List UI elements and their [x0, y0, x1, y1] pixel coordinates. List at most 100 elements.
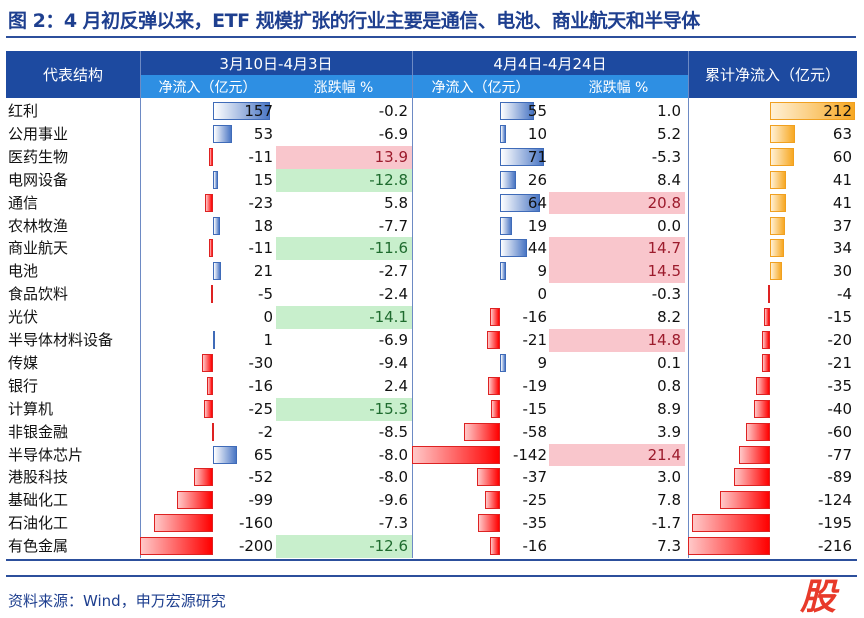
- inflow-value-period2: 44: [527, 239, 547, 258]
- cumulative-value: 63: [832, 124, 852, 143]
- cumulative-value: -20: [827, 331, 853, 349]
- inflow-value-period2: 55: [527, 102, 547, 120]
- inflow-value-period2: -37: [522, 468, 548, 487]
- table-row: 非银金融 -2 -8.5 -58 3.9 -60: [6, 421, 857, 444]
- change-value-period1: -15.3: [276, 397, 412, 421]
- cumulative-bar: [770, 170, 787, 189]
- inflow-bar-period2: [490, 537, 500, 556]
- inflow-value-period2: -25: [522, 491, 548, 510]
- cumulative-bar: [746, 422, 770, 441]
- inflow-value-period2: 19: [527, 216, 547, 235]
- cumulative-bar: [762, 331, 770, 349]
- inflow-value-period2: 9: [537, 353, 547, 372]
- inflow-bar-period2: [464, 422, 500, 441]
- inflow-value-period1: -30: [248, 353, 274, 372]
- inflow-bar-period2: [500, 147, 545, 166]
- change-value-period2: 21.4: [549, 443, 685, 467]
- table-row: 计算机 -25 -15.3 -15 8.9 -40: [6, 397, 857, 421]
- inflow-bar-period1: [213, 216, 220, 235]
- inflow-value-period2: 64: [527, 193, 547, 212]
- row-name: 传媒: [8, 353, 39, 372]
- inflow-value-period1: -11: [248, 239, 274, 258]
- cumulative-bar: [770, 216, 785, 235]
- table-row: 公用事业 53 -6.9 10 5.2 63: [6, 123, 857, 146]
- inflow-bar-period1: [213, 331, 215, 349]
- change-value-period1: -14.1: [276, 306, 412, 329]
- table-row: 电池 21 -2.7 9 14.5 30: [6, 260, 857, 284]
- change-value-period1: -12.6: [276, 535, 412, 558]
- header-period2: 4月4日-4月24日: [412, 51, 688, 75]
- row-name: 有色金属: [8, 537, 69, 556]
- inflow-value-period1: 15: [253, 170, 273, 189]
- cumulative-bar: [768, 285, 771, 304]
- inflow-bar-period2: [486, 331, 500, 349]
- inflow-value-period1: -2: [258, 422, 273, 441]
- inflow-value-period2: -142: [512, 445, 547, 464]
- cumulative-value: -124: [817, 491, 852, 510]
- table-row: 红利 157 -0.2 55 1.0 212: [6, 100, 857, 123]
- cumulative-value: -195: [817, 514, 852, 533]
- inflow-value-period1: 21: [253, 262, 273, 281]
- inflow-bar-period1: [203, 399, 213, 418]
- cumulative-bar: [770, 124, 796, 143]
- table-row: 传媒 -30 -9.4 9 0.1 -21: [6, 352, 857, 375]
- cumulative-value: 212: [823, 102, 852, 120]
- change-value-period1: -9.6: [378, 491, 408, 510]
- change-value-period2: 5.2: [657, 124, 681, 143]
- inflow-bar-period2: [500, 216, 512, 235]
- table-row: 半导体芯片 65 -8.0 -142 21.4 -77: [6, 443, 857, 467]
- cumulative-bar: [770, 239, 784, 258]
- row-name: 食品饮料: [8, 285, 69, 304]
- inflow-bar-period2: [500, 193, 540, 212]
- inflow-bar-period1: [204, 193, 213, 212]
- change-value-period1: -7.7: [378, 216, 408, 235]
- change-value-period1: 2.4: [384, 376, 408, 395]
- cumulative-value: 30: [832, 262, 852, 281]
- row-name: 电池: [8, 262, 39, 281]
- table-bottom-border: [6, 559, 857, 561]
- inflow-bar-period1: [213, 262, 221, 281]
- change-value-period1: 5.8: [384, 193, 408, 212]
- change-value-period2: -0.3: [651, 285, 681, 304]
- inflow-value-period1: 18: [253, 216, 273, 235]
- table-row: 商业航天 -11 -11.6 44 14.7 34: [6, 237, 857, 261]
- inflow-bar-period2: [500, 124, 507, 143]
- cumulative-bar: [688, 537, 770, 556]
- row-name: 医药生物: [8, 147, 69, 166]
- change-value-period1: -7.3: [378, 514, 408, 533]
- header-cumulative: 累计净流入（亿元）: [688, 51, 857, 98]
- inflow-bar-period2: [412, 445, 500, 464]
- cumulative-bar: [770, 193, 787, 212]
- inflow-value-period1: -200: [238, 537, 273, 556]
- cumulative-bar: [770, 262, 782, 281]
- inflow-bar-period2: [478, 514, 500, 533]
- cumulative-value: -77: [827, 445, 853, 464]
- table-row: 光伏 0 -14.1 -16 8.2 -15: [6, 306, 857, 329]
- inflow-value-period2: 9: [537, 262, 547, 281]
- change-value-period2: 20.8: [549, 191, 685, 215]
- inflow-bar-period2: [488, 376, 500, 395]
- row-name: 基础化工: [8, 491, 69, 510]
- change-value-period2: 8.2: [657, 308, 681, 327]
- inflow-value-period1: 1: [263, 331, 273, 349]
- change-value-period2: 7.3: [657, 537, 681, 556]
- inflow-bar-period2: [500, 239, 528, 258]
- inflow-bar-period1: [193, 468, 213, 487]
- subheader-inflow-2: 净流入（亿元）: [412, 75, 549, 98]
- row-name: 商业航天: [8, 239, 69, 258]
- inflow-bar-period2: [490, 399, 500, 418]
- inflow-value-period1: 0: [263, 308, 273, 327]
- cumulative-bar: [770, 102, 855, 120]
- inflow-bar-period1: [213, 102, 271, 120]
- table-row: 农林牧渔 18 -7.7 19 0.0 37: [6, 215, 857, 238]
- change-value-period2: 0.0: [657, 216, 681, 235]
- table-row: 港股科技 -52 -8.0 -37 3.0 -89: [6, 466, 857, 489]
- cumulative-bar: [761, 353, 770, 372]
- change-value-period1: 13.9: [276, 145, 412, 169]
- inflow-bar-period1: [213, 445, 237, 464]
- inflow-value-period1: -5: [258, 285, 273, 304]
- change-value-period2: 8.4: [657, 170, 681, 189]
- cumulative-value: 34: [832, 239, 852, 258]
- change-value-period2: 3.9: [657, 422, 681, 441]
- row-name: 半导体材料设备: [8, 331, 114, 349]
